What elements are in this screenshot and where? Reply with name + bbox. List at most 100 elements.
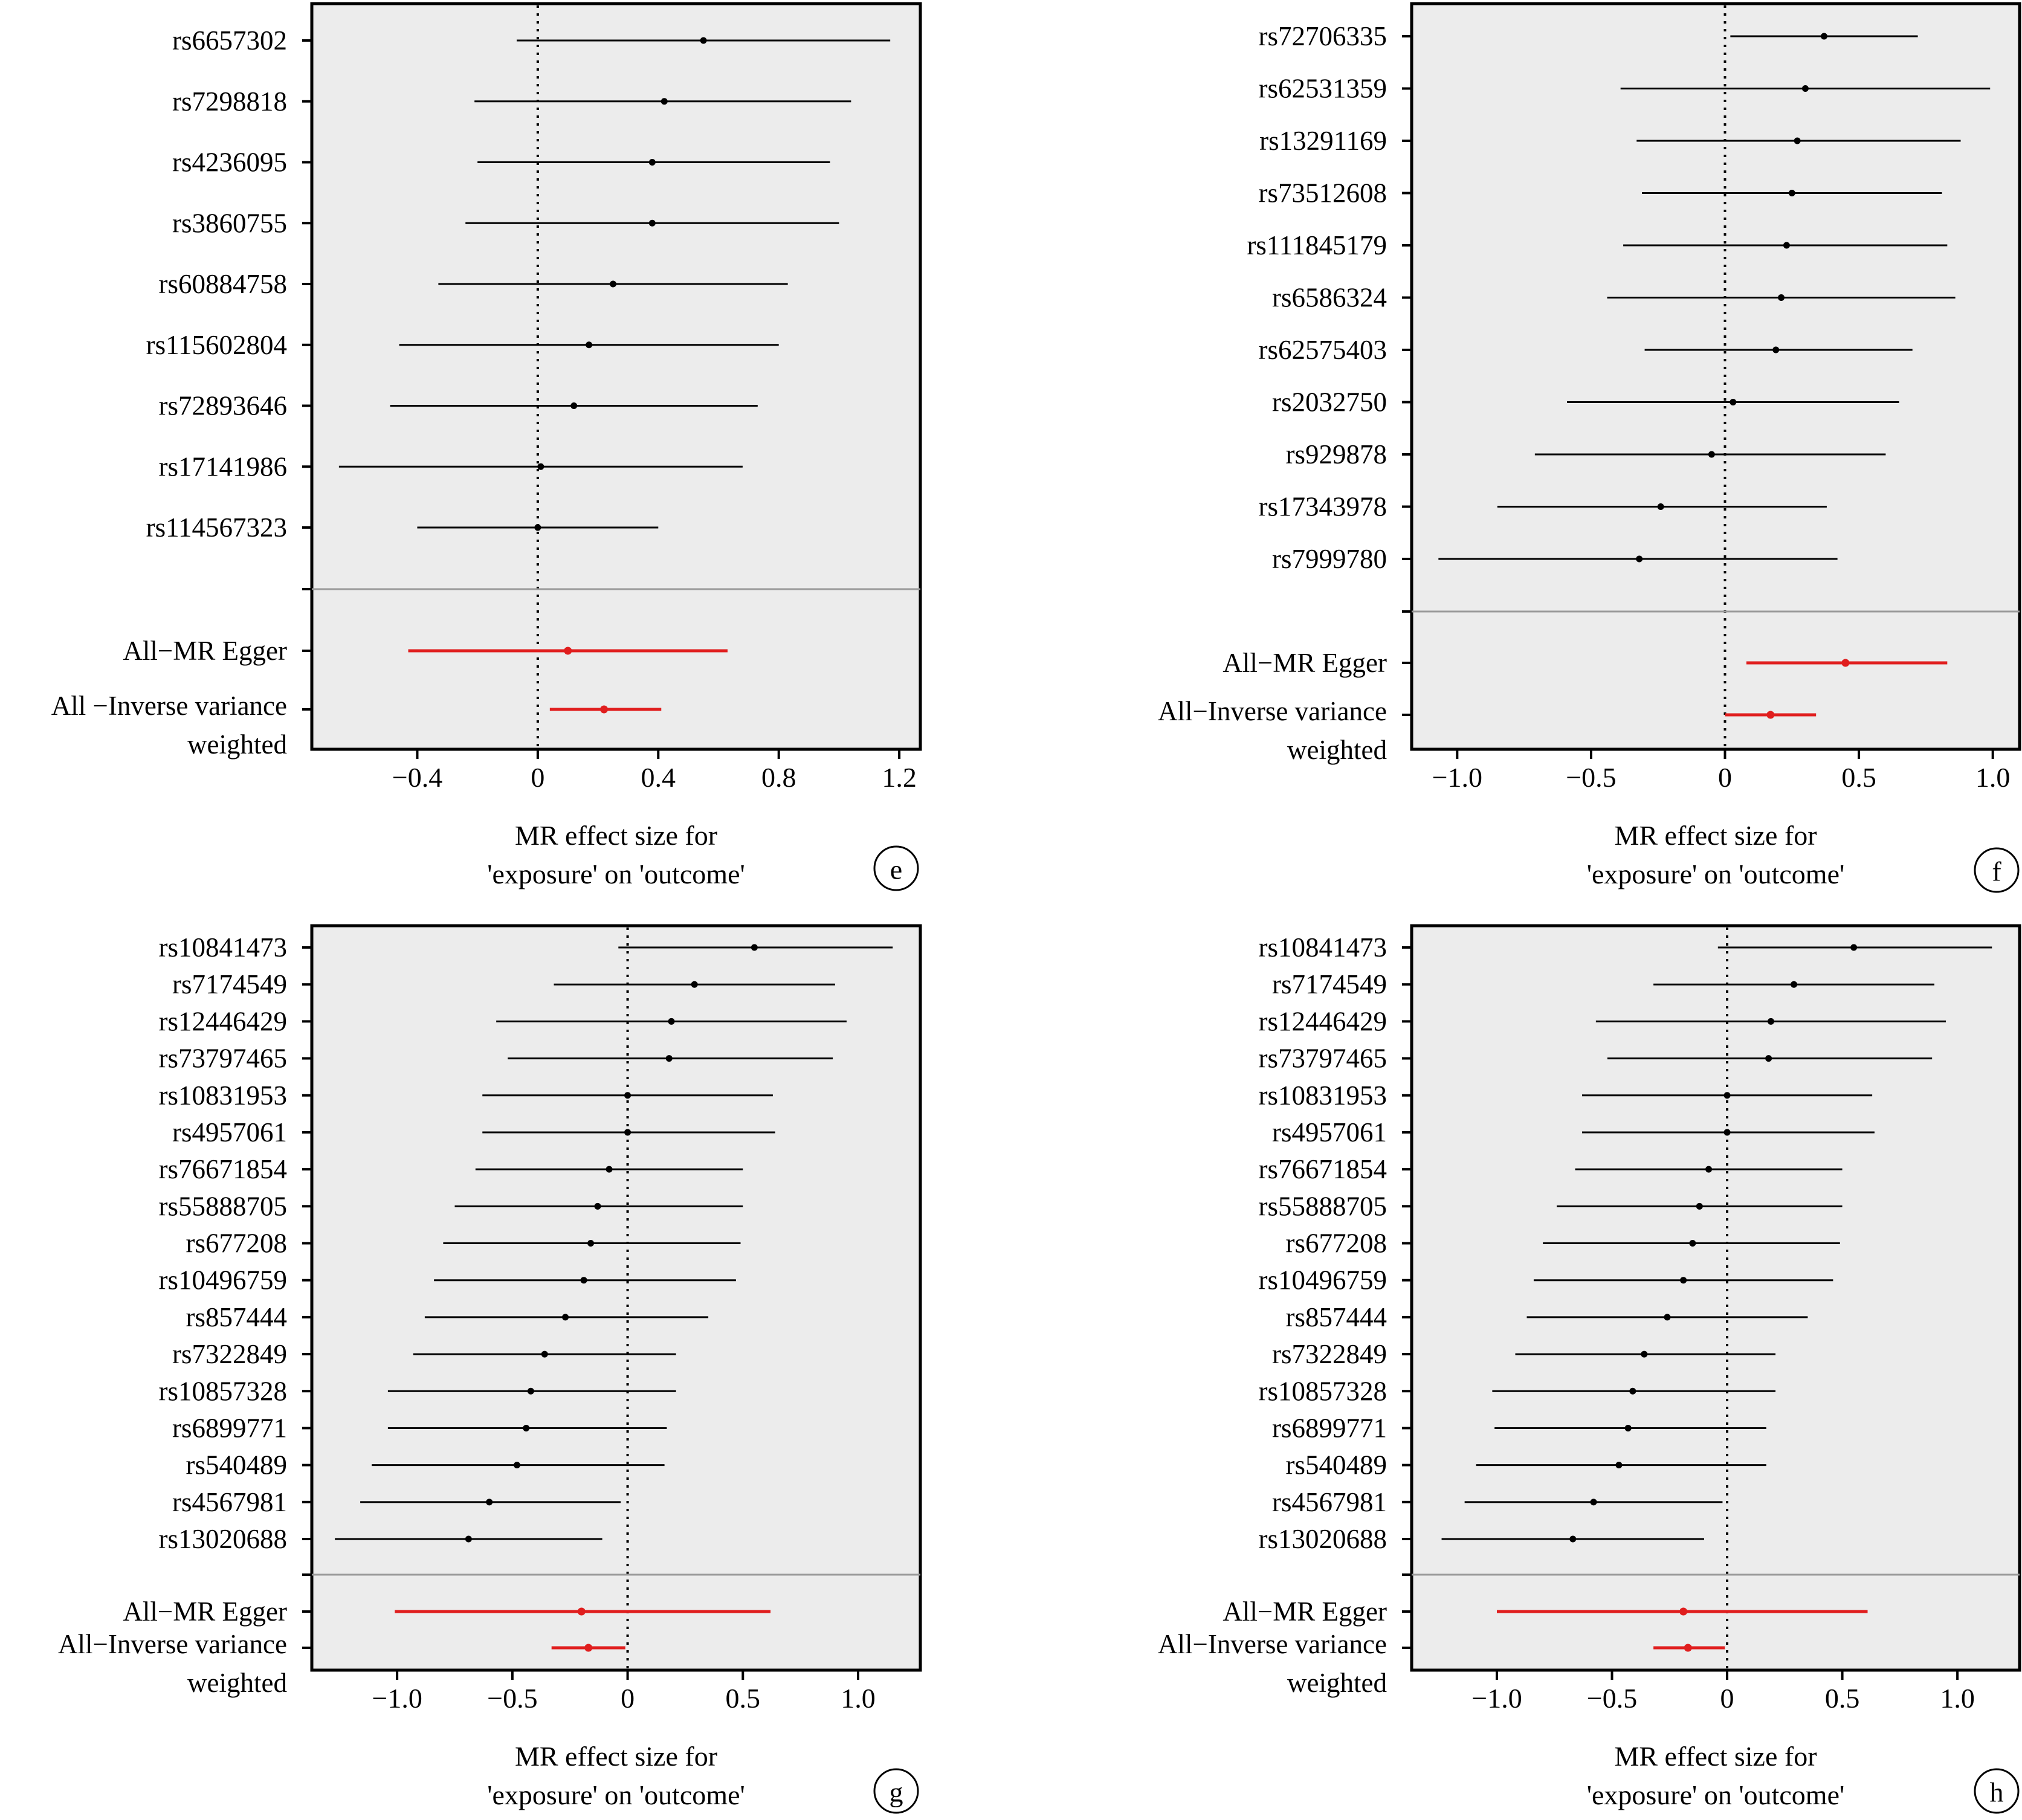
- snp-point: [648, 219, 656, 227]
- snp-point: [1783, 242, 1790, 249]
- snp-label: rs73512608: [1259, 178, 1387, 208]
- x-axis-label: MR effect size for: [515, 1741, 717, 1772]
- x-tick-label: −1.0: [372, 1683, 422, 1714]
- snp-label: rs7174549: [172, 969, 287, 999]
- snp-label: rs10857328: [1259, 1376, 1387, 1406]
- panel-label-circle: [873, 1768, 919, 1814]
- x-tick-label: −0.5: [487, 1683, 537, 1714]
- snp-point: [580, 1277, 587, 1284]
- snp-point: [700, 37, 707, 44]
- snp-label: rs677208: [1286, 1228, 1387, 1259]
- x-axis-label: 'exposure' on 'outcome': [1587, 1780, 1845, 1810]
- snp-label: rs4957061: [1272, 1117, 1387, 1147]
- snp-point: [648, 159, 656, 166]
- snp-label: rs10857328: [159, 1376, 288, 1406]
- snp-point: [668, 1018, 675, 1025]
- snp-label: rs10841473: [159, 932, 288, 963]
- snp-point: [527, 1387, 534, 1395]
- snp-label: rs7174549: [1272, 969, 1387, 999]
- snp-label: rs10831953: [1259, 1080, 1387, 1111]
- snp-label: rs72893646: [159, 391, 288, 421]
- snp-label: rs6586324: [1272, 283, 1387, 313]
- snp-point: [1689, 1240, 1696, 1247]
- snp-label: rs73797465: [159, 1044, 288, 1074]
- summary-point: [577, 1607, 586, 1616]
- snp-label: rs540489: [1286, 1450, 1387, 1480]
- snp-point: [1794, 137, 1801, 144]
- snp-point: [1624, 1424, 1632, 1431]
- snp-point: [486, 1499, 493, 1506]
- snp-label: rs73797465: [1259, 1044, 1387, 1074]
- x-axis-label: 'exposure' on 'outcome': [1587, 859, 1845, 889]
- forest-panel-f: rs72706335 rs62531359 rs13291169 rs73512608…: [1158, 2, 2021, 893]
- snp-point: [1801, 85, 1809, 92]
- x-tick-label: −1.0: [1432, 762, 1482, 793]
- snp-label: rs6899771: [172, 1413, 287, 1443]
- panel-label-circle: [873, 845, 919, 891]
- snp-point: [570, 402, 578, 409]
- snp-label: rs4236095: [172, 147, 287, 178]
- summary-label: All−MR Egger: [1223, 1596, 1387, 1627]
- snp-label: rs72706335: [1259, 21, 1387, 51]
- x-axis-label: 'exposure' on 'outcome': [487, 859, 745, 889]
- snp-point: [1772, 346, 1780, 353]
- forest-panel-h: rs10841473 rs7174549 rs12446429 rs73797465 r…: [1158, 924, 2021, 1814]
- snp-label: rs17343978: [1259, 492, 1387, 522]
- snp-point: [1615, 1462, 1623, 1469]
- x-tick-label: 0.5: [1825, 1683, 1860, 1714]
- snp-label: rs10841473: [1259, 932, 1387, 963]
- snp-point: [1629, 1387, 1636, 1395]
- snp-label: rs13020688: [1259, 1524, 1387, 1554]
- panel-label-circle: [1974, 847, 2020, 893]
- x-tick-label: 1.0: [841, 1683, 876, 1714]
- panel-label-circle: [1974, 1768, 2020, 1814]
- snp-label: rs7322849: [172, 1339, 287, 1369]
- snp-label: rs60884758: [159, 269, 288, 299]
- plot-area: [310, 2, 922, 751]
- snp-point: [624, 1092, 631, 1099]
- snp-point: [1708, 451, 1715, 458]
- summary-point: [1841, 659, 1850, 667]
- summary-point: [564, 647, 572, 655]
- x-tick-label: 1.0: [1940, 1683, 1975, 1714]
- snp-point: [1730, 399, 1737, 405]
- x-tick-label: 0: [621, 1683, 635, 1714]
- snp-label: rs111845179: [1247, 230, 1387, 260]
- forest-panel-g: rs10841473 rs7174549 rs12446429 rs73797465 r…: [58, 924, 922, 1814]
- snp-label: rs7298818: [172, 86, 287, 117]
- x-axis-label: MR effect size for: [1614, 820, 1817, 851]
- snp-point: [1765, 1055, 1772, 1062]
- x-tick-label: 0.4: [641, 762, 676, 793]
- summary-label: weighted: [1287, 1668, 1387, 1698]
- snp-point: [1767, 1018, 1774, 1025]
- snp-label: rs857444: [186, 1302, 288, 1332]
- snp-label: rs76671854: [1259, 1154, 1387, 1184]
- snp-point: [1705, 1166, 1713, 1173]
- snp-label: rs115602804: [146, 330, 287, 360]
- plot-area: [310, 924, 922, 1672]
- x-tick-label: 0: [1718, 762, 1732, 793]
- snp-point: [691, 981, 698, 988]
- snp-point: [1641, 1350, 1648, 1358]
- snp-point: [1788, 190, 1795, 196]
- snp-point: [513, 1462, 520, 1469]
- snp-point: [1820, 33, 1827, 40]
- snp-label: rs55888705: [159, 1191, 288, 1221]
- snp-label: rs12446429: [159, 1006, 288, 1036]
- x-tick-label: −0.5: [1587, 1683, 1637, 1714]
- snp-point: [606, 1166, 613, 1173]
- x-tick-label: −1.0: [1471, 1683, 1522, 1714]
- snp-label: rs10496759: [159, 1265, 288, 1296]
- snp-label: rs13291169: [1259, 126, 1387, 156]
- snp-point: [1664, 1314, 1671, 1321]
- snp-point: [661, 98, 668, 105]
- x-tick-label: −0.5: [1566, 762, 1616, 793]
- snp-point: [587, 1240, 595, 1247]
- snp-label: rs62531359: [1259, 74, 1387, 104]
- snp-label: rs3860755: [172, 208, 287, 238]
- panel-label: f: [1992, 856, 2001, 887]
- panel-label: e: [890, 854, 902, 885]
- x-tick-label: 0.8: [761, 762, 796, 793]
- snp-label: rs6657302: [172, 25, 287, 56]
